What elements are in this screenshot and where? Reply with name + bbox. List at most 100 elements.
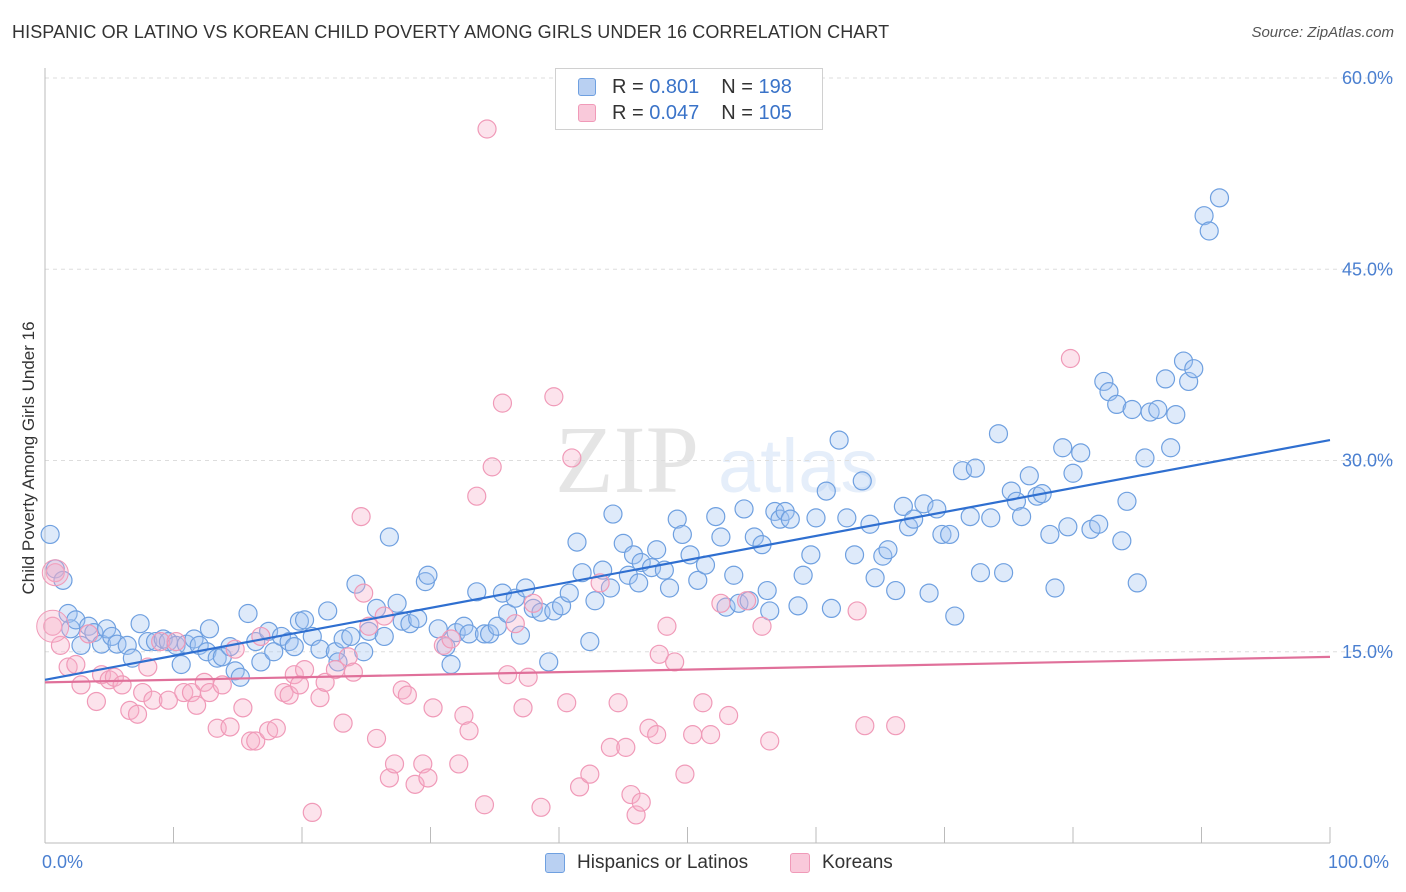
point-hispanic (1161, 438, 1181, 458)
point-hispanic (328, 652, 348, 672)
point-korean (482, 457, 502, 477)
bottom-legend-label: Koreans (822, 852, 893, 873)
point-hispanic (1045, 578, 1065, 598)
point-korean (523, 593, 543, 613)
point-hispanic (981, 508, 1001, 528)
point-korean (41, 559, 69, 587)
point-korean (557, 693, 577, 713)
point-hispanic (1058, 517, 1078, 537)
legend-n-value: 198 (758, 75, 792, 98)
point-hispanic (988, 424, 1009, 444)
point-hispanic (724, 565, 744, 585)
point-korean (251, 626, 271, 647)
point-hispanic (1135, 448, 1155, 468)
point-hispanic (510, 625, 531, 645)
point-korean (36, 609, 70, 643)
point-hispanic (1107, 394, 1127, 414)
x-max-label: 100.0% (1328, 852, 1390, 872)
point-korean (384, 754, 405, 774)
point-korean (151, 631, 171, 652)
point-korean (626, 805, 646, 825)
correlation-legend: R = 0.801 N = 198 R = 0.047 N = 105 (555, 68, 823, 130)
point-korean (569, 777, 590, 797)
point-korean (212, 675, 232, 695)
point-hispanic (1117, 491, 1137, 511)
point-korean (647, 725, 667, 745)
point-hispanic (970, 563, 991, 583)
point-hispanic (994, 563, 1014, 583)
point-korean (354, 583, 374, 603)
point-hispanic (279, 631, 299, 652)
point-hispanic (1173, 351, 1194, 371)
legend-swatch-korean (578, 104, 596, 122)
point-hispanic (821, 598, 842, 619)
point-korean (333, 713, 353, 733)
point-korean (351, 506, 371, 527)
point-korean (693, 693, 713, 713)
watermark-atlas: atlas (718, 424, 879, 509)
point-hispanic (873, 546, 893, 566)
point-hispanic (251, 652, 271, 672)
point-hispanic (1112, 531, 1132, 551)
point-hispanic (914, 494, 934, 514)
point-hispanic (480, 624, 500, 644)
point-korean (683, 725, 703, 745)
y-tick-label: 60.0% (1342, 68, 1393, 88)
point-korean (343, 662, 363, 682)
point-hispanic (893, 496, 913, 516)
point-korean (454, 705, 474, 726)
point-hispanic (498, 603, 518, 624)
point-korean (187, 695, 207, 715)
point-hispanic (852, 471, 872, 491)
y-tick-label: 30.0% (1342, 451, 1393, 471)
point-hispanic (945, 606, 965, 626)
point-hispanic (359, 621, 379, 641)
point-hispanic (667, 509, 687, 529)
point-hispanic (932, 524, 952, 545)
point-korean (467, 486, 487, 506)
point-hispanic (1199, 221, 1219, 241)
point-korean (621, 784, 641, 805)
point-hispanic (567, 532, 587, 552)
point-korean (258, 721, 279, 741)
point-korean (266, 718, 286, 738)
chart-title: HISPANIC OR LATINO VS KOREAN CHILD POVER… (12, 22, 890, 42)
point-korean (701, 725, 721, 745)
point-hispanic (734, 499, 754, 519)
point-hispanic (603, 504, 623, 524)
point-hispanic (844, 545, 865, 565)
bottom-swatch-korean (790, 853, 810, 873)
point-korean (474, 795, 495, 815)
point-korean (392, 680, 412, 700)
point-korean (675, 764, 695, 784)
point-hispanic (780, 509, 800, 529)
point-hispanic (1040, 524, 1060, 545)
point-hispanic (294, 610, 315, 630)
point-korean (631, 792, 651, 812)
point-korean (711, 593, 731, 613)
y-tick-labels: 15.0% 30.0% 45.0% 60.0% (1342, 68, 1393, 662)
point-korean (289, 675, 310, 695)
point-hispanic (744, 527, 764, 547)
legend-r-value: 0.801 (649, 75, 700, 98)
point-hispanic (1127, 573, 1147, 593)
watermark-zip: ZIP (555, 406, 699, 513)
trend-lines (44, 439, 1331, 684)
point-hispanic (171, 654, 191, 675)
point-hispanic (760, 601, 780, 621)
point-hispanic (580, 631, 600, 652)
point-korean (279, 685, 299, 705)
legend-r-label: R = (612, 101, 644, 124)
point-hispanic (1140, 402, 1160, 422)
point-hispanic (1184, 359, 1204, 379)
point-hispanic (1094, 371, 1114, 392)
point-korean (616, 737, 636, 757)
point-hispanic (1063, 463, 1083, 483)
point-hispanic (107, 634, 127, 654)
point-korean (531, 797, 551, 817)
point-hispanic (1019, 466, 1039, 486)
point-hispanic (225, 661, 245, 681)
point-korean (112, 675, 132, 695)
point-hispanic (1053, 438, 1073, 458)
point-korean (133, 682, 153, 703)
